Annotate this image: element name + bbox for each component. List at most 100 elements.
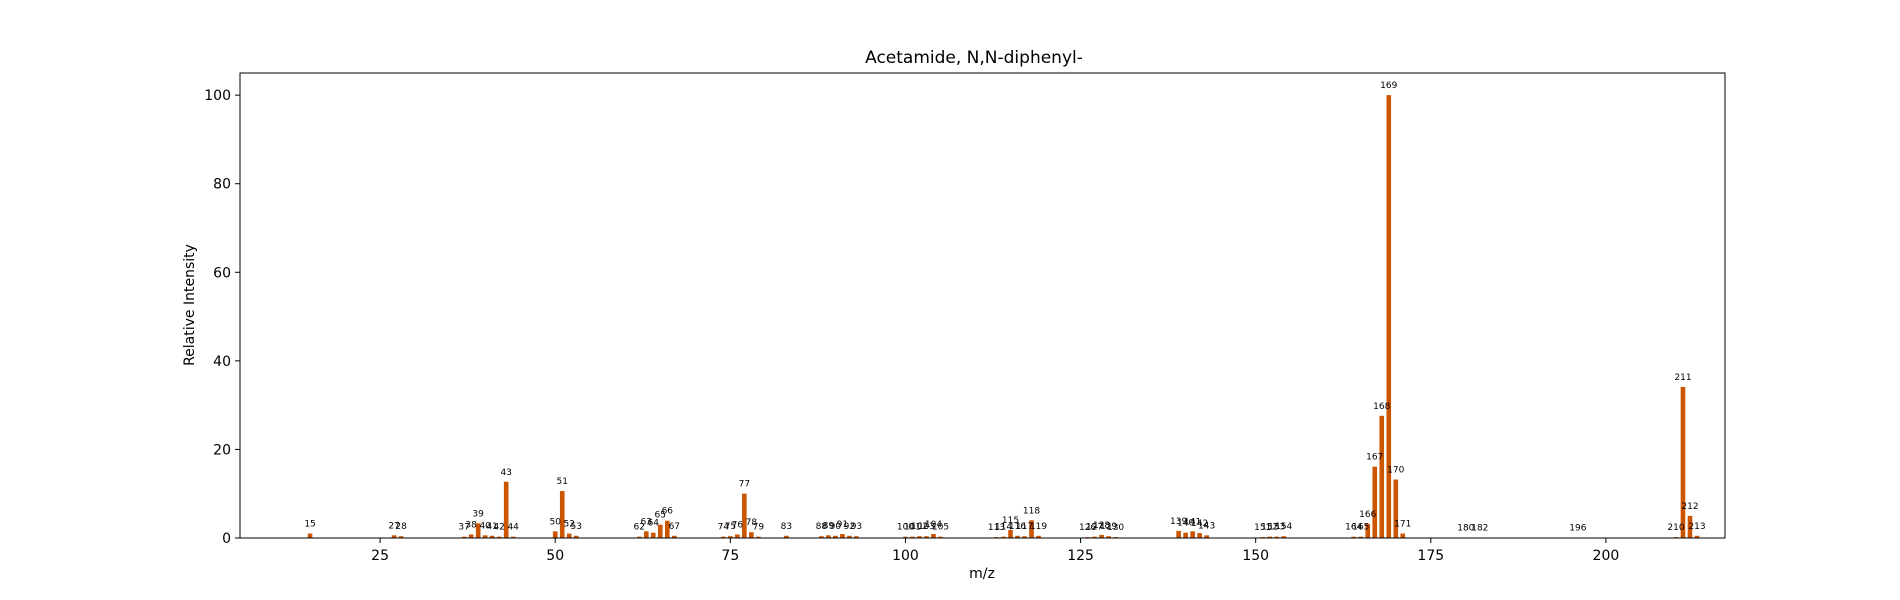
chart-title: Acetamide, N,N-diphenyl- xyxy=(865,48,1083,68)
bar-mz-213 xyxy=(1694,535,1700,538)
bar-mz-114 xyxy=(1001,536,1006,538)
bar-mz-116 xyxy=(1015,535,1020,538)
peak-label-53: 53 xyxy=(571,522,582,532)
peak-label-93: 93 xyxy=(851,522,862,532)
peak-label-211: 211 xyxy=(1674,373,1691,383)
peak-label-64: 64 xyxy=(648,519,660,529)
bar-mz-74 xyxy=(721,536,726,538)
bar-mz-166 xyxy=(1365,523,1371,538)
bar-mz-75 xyxy=(728,536,733,538)
peak-label-212: 212 xyxy=(1681,502,1698,512)
x-tick-label-50: 50 xyxy=(546,548,564,564)
bar-mz-118 xyxy=(1029,520,1034,538)
peak-label-140: 140 xyxy=(1177,519,1194,529)
peak-label-182: 182 xyxy=(1471,524,1488,534)
bar-mz-117 xyxy=(1022,536,1027,538)
peak-label-27: 27 xyxy=(388,521,399,531)
peak-label-165: 165 xyxy=(1352,523,1369,533)
bar-mz-143 xyxy=(1204,535,1209,538)
bar-mz-170 xyxy=(1393,479,1399,538)
y-axis: 0 20 40 60 80 100 xyxy=(204,88,240,547)
peak-label-76: 76 xyxy=(732,520,744,530)
bar-mz-40 xyxy=(482,535,488,538)
peak-label-102: 102 xyxy=(911,522,928,532)
peak-label-75: 75 xyxy=(725,522,736,532)
peak-label-171: 171 xyxy=(1394,520,1411,530)
peak-label-38: 38 xyxy=(465,520,477,530)
peak-label-67: 67 xyxy=(669,522,680,532)
bar-mz-91 xyxy=(840,534,845,538)
bar-mz-50 xyxy=(552,531,558,538)
bar-mz-27 xyxy=(391,535,397,538)
bar-mz-171 xyxy=(1400,533,1406,538)
peak-label-169: 169 xyxy=(1380,81,1397,91)
peak-label-43: 43 xyxy=(500,468,511,478)
peak-label-39: 39 xyxy=(472,509,484,519)
peak-label-52: 52 xyxy=(563,520,574,530)
peak-label-153: 153 xyxy=(1268,523,1285,533)
peak-label-74: 74 xyxy=(718,523,730,533)
bar-mz-63 xyxy=(643,531,649,538)
peak-label-41: 41 xyxy=(486,522,497,532)
peak-label-143: 143 xyxy=(1198,521,1215,531)
bar-mz-105 xyxy=(938,536,943,538)
bar-mz-129 xyxy=(1106,536,1111,538)
peak-label-129: 129 xyxy=(1100,522,1117,532)
peak-label-154: 154 xyxy=(1275,522,1292,532)
x-tick-label-100: 100 xyxy=(892,548,919,564)
peak-label-37: 37 xyxy=(458,523,469,533)
bar-mz-103 xyxy=(924,536,929,538)
y-tick-label-80: 80 xyxy=(213,177,231,193)
bar-mz-167 xyxy=(1372,466,1378,538)
peak-label-42: 42 xyxy=(493,523,504,533)
peak-label-104: 104 xyxy=(925,520,942,530)
x-tick-label-200: 200 xyxy=(1593,548,1620,564)
peak-label-152: 152 xyxy=(1261,523,1278,533)
bar-mz-77 xyxy=(742,493,747,538)
bar-mz-93 xyxy=(854,536,859,538)
peak-label-115: 115 xyxy=(1002,516,1019,526)
peak-label-130: 130 xyxy=(1107,523,1124,533)
y-tick-label-60: 60 xyxy=(213,265,231,281)
peak-label-77: 77 xyxy=(739,480,750,490)
peak-label-28: 28 xyxy=(395,522,407,532)
bar-mz-212 xyxy=(1687,515,1693,538)
peak-label-128: 128 xyxy=(1093,521,1110,531)
bar-mz-52 xyxy=(566,533,572,538)
bar-mz-92 xyxy=(847,535,852,538)
peak-label-142: 142 xyxy=(1191,519,1208,529)
x-tick-label-75: 75 xyxy=(721,548,739,564)
bar-mz-43 xyxy=(503,481,509,538)
bar-mz-44 xyxy=(510,536,516,538)
peak-label-40: 40 xyxy=(479,521,491,531)
peak-label-65: 65 xyxy=(655,511,666,521)
bar-mz-115 xyxy=(1008,530,1013,538)
peak-label-114: 114 xyxy=(995,523,1012,533)
bar-mz-102 xyxy=(917,536,922,538)
bar-mz-152 xyxy=(1267,536,1272,538)
peak-label-103: 103 xyxy=(918,522,935,532)
bar-mz-127 xyxy=(1092,536,1097,538)
y-tick-label-0: 0 xyxy=(222,531,231,547)
peak-label-101: 101 xyxy=(904,523,921,533)
peak-label-44: 44 xyxy=(507,523,519,533)
peak-label-141: 141 xyxy=(1184,517,1201,527)
bar-mz-76 xyxy=(735,534,740,538)
peak-label-15: 15 xyxy=(304,520,315,530)
bar-mz-88 xyxy=(819,536,824,538)
peak-label-167: 167 xyxy=(1366,453,1383,463)
peak-label-196: 196 xyxy=(1569,524,1586,534)
bar-mz-164 xyxy=(1351,536,1357,538)
peak-label-105: 105 xyxy=(932,523,949,533)
bar-mz-78 xyxy=(749,532,754,538)
peak-label-127: 127 xyxy=(1086,523,1103,533)
peak-label-92: 92 xyxy=(844,522,855,532)
x-tick-label-125: 125 xyxy=(1067,548,1094,564)
peak-label-100: 100 xyxy=(897,523,914,533)
bar-mz-37 xyxy=(461,536,467,538)
bar-mz-89 xyxy=(826,535,831,538)
peak-label-63: 63 xyxy=(641,517,652,527)
peak-label-79: 79 xyxy=(753,523,765,533)
bar-mz-67 xyxy=(671,535,677,538)
y-axis-label: Relative Intensity xyxy=(182,244,198,366)
